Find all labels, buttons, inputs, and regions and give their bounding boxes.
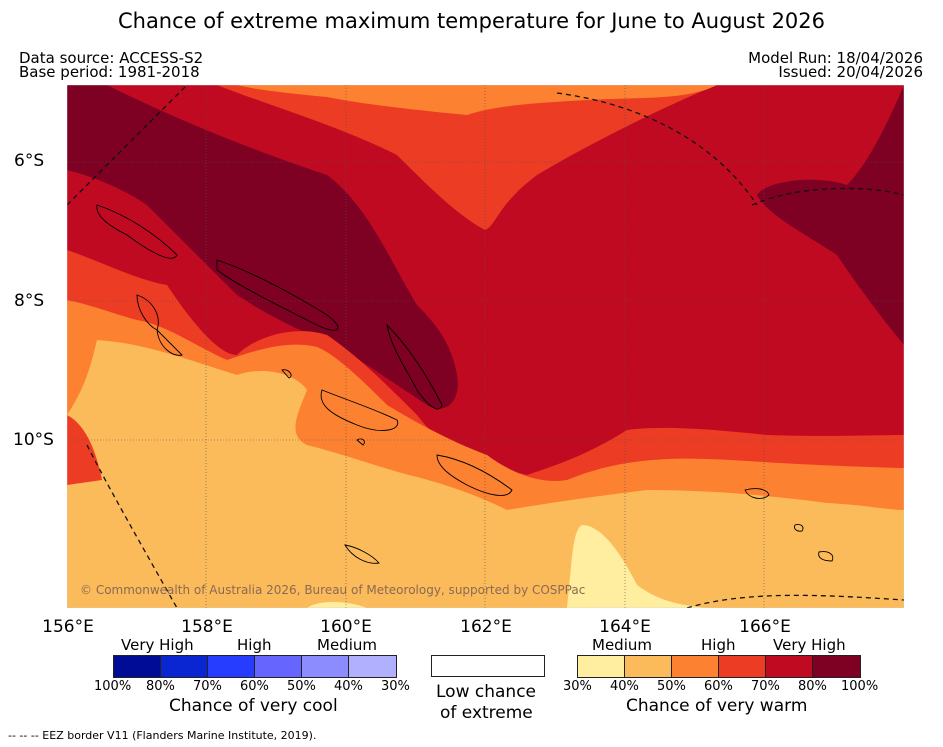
lon-label-162e: 162°E (460, 617, 512, 637)
cool-category-medium: Medium (317, 636, 377, 654)
warm-pct-100: 100% (841, 679, 879, 694)
cool-pct-70: 70% (193, 679, 222, 694)
eez-border-se (686, 594, 904, 608)
lon-label-164e: 164°E (599, 617, 651, 637)
island-choiseul-isabel (96, 204, 178, 259)
region-40-50 (67, 340, 904, 608)
warm-swatch-50-60 (672, 656, 719, 677)
warm-category-high: High (701, 636, 736, 654)
cool-pct-50: 50% (287, 679, 316, 694)
warm-pct-50: 50% (657, 679, 686, 694)
island-new-georgia (136, 294, 183, 356)
warm-category-medium: Medium (592, 636, 652, 654)
cool-pct-40: 40% (334, 679, 363, 694)
region-30-40-b (307, 602, 367, 608)
model-run: Model Run: 18/04/2026 (748, 49, 923, 67)
eez-footnote: -- -- -- EEZ border V11 (Flanders Marine… (8, 729, 317, 742)
eez-border-sw (86, 444, 178, 608)
warm-pct-40: 40% (610, 679, 639, 694)
base-period: Base period: 1981-2018 (19, 63, 200, 81)
warm-caption: Chance of very warm (626, 696, 808, 716)
warm-swatch-30-40 (578, 656, 625, 677)
warm-swatch-80-100 (813, 656, 860, 677)
copyright-notice: © Commonwealth of Australia 2026, Bureau… (80, 583, 586, 597)
cool-category-high: High (237, 636, 272, 654)
warm-pct-70: 70% (751, 679, 780, 694)
cool-swatch-80-70 (161, 656, 208, 677)
region-50-60-top (237, 85, 717, 115)
warm-colorbar (577, 655, 861, 678)
eez-border-ne (556, 92, 758, 206)
eez-border-nw (67, 85, 188, 206)
cool-pct-60: 60% (240, 679, 269, 694)
cool-pct-30: 30% (381, 679, 410, 694)
eez-border-e (751, 187, 904, 206)
lat-label-6s: 6°S (14, 151, 45, 171)
cool-swatch-50-40 (302, 656, 349, 677)
lat-label-10s: 10°S (13, 430, 54, 450)
cool-pct-100: 100% (94, 679, 132, 694)
island-small-2 (356, 438, 365, 446)
forecast-map (67, 85, 904, 608)
region-30-40 (567, 525, 707, 608)
region-60-70-top (67, 85, 904, 230)
low-chance-caption-line2: of extreme (440, 703, 533, 723)
island-makira (436, 454, 513, 496)
low-chance-swatch (431, 655, 545, 677)
warm-swatch-40-50 (625, 656, 672, 677)
island-malaita (386, 323, 443, 410)
warm-category-very-high: Very High (773, 636, 846, 654)
low-chance-caption-line1: Low chance (436, 682, 536, 702)
data-source: Data source: ACCESS-S2 (19, 49, 204, 67)
island-small-1 (281, 369, 292, 379)
issued-date: Issued: 20/04/2026 (778, 63, 923, 81)
island-ndeni (744, 488, 770, 499)
island-guadalcanal (320, 389, 399, 431)
island-utupua (794, 524, 804, 532)
cool-category-very-high: Very High (121, 636, 194, 654)
region-80-100-east (757, 85, 904, 345)
island-isabel (216, 259, 339, 331)
warm-pct-60: 60% (704, 679, 733, 694)
warm-swatch-60-70 (719, 656, 766, 677)
cool-swatch-40-30 (349, 656, 396, 677)
map-title: Chance of extreme maximum temperature fo… (117, 9, 826, 33)
region-80-100-west (67, 85, 458, 409)
cool-pct-80: 80% (146, 679, 175, 694)
region-60-70-west (67, 415, 102, 485)
warm-pct-80: 80% (798, 679, 827, 694)
cool-swatch-70-60 (208, 656, 255, 677)
lon-label-156e: 156°E (42, 617, 94, 637)
lon-label-160e: 160°E (320, 617, 372, 637)
cool-caption: Chance of very cool (169, 696, 338, 716)
cool-colorbar (113, 655, 397, 678)
lat-label-8s: 8°S (14, 291, 45, 311)
cool-swatch-60-50 (255, 656, 302, 677)
lon-label-166e: 166°E (739, 617, 791, 637)
warm-swatch-70-80 (766, 656, 813, 677)
warm-pct-30: 30% (563, 679, 592, 694)
cool-swatch-100-80 (114, 656, 161, 677)
island-vanikoro (818, 551, 834, 562)
lon-label-158e: 158°E (181, 617, 233, 637)
island-rennell (344, 544, 380, 564)
